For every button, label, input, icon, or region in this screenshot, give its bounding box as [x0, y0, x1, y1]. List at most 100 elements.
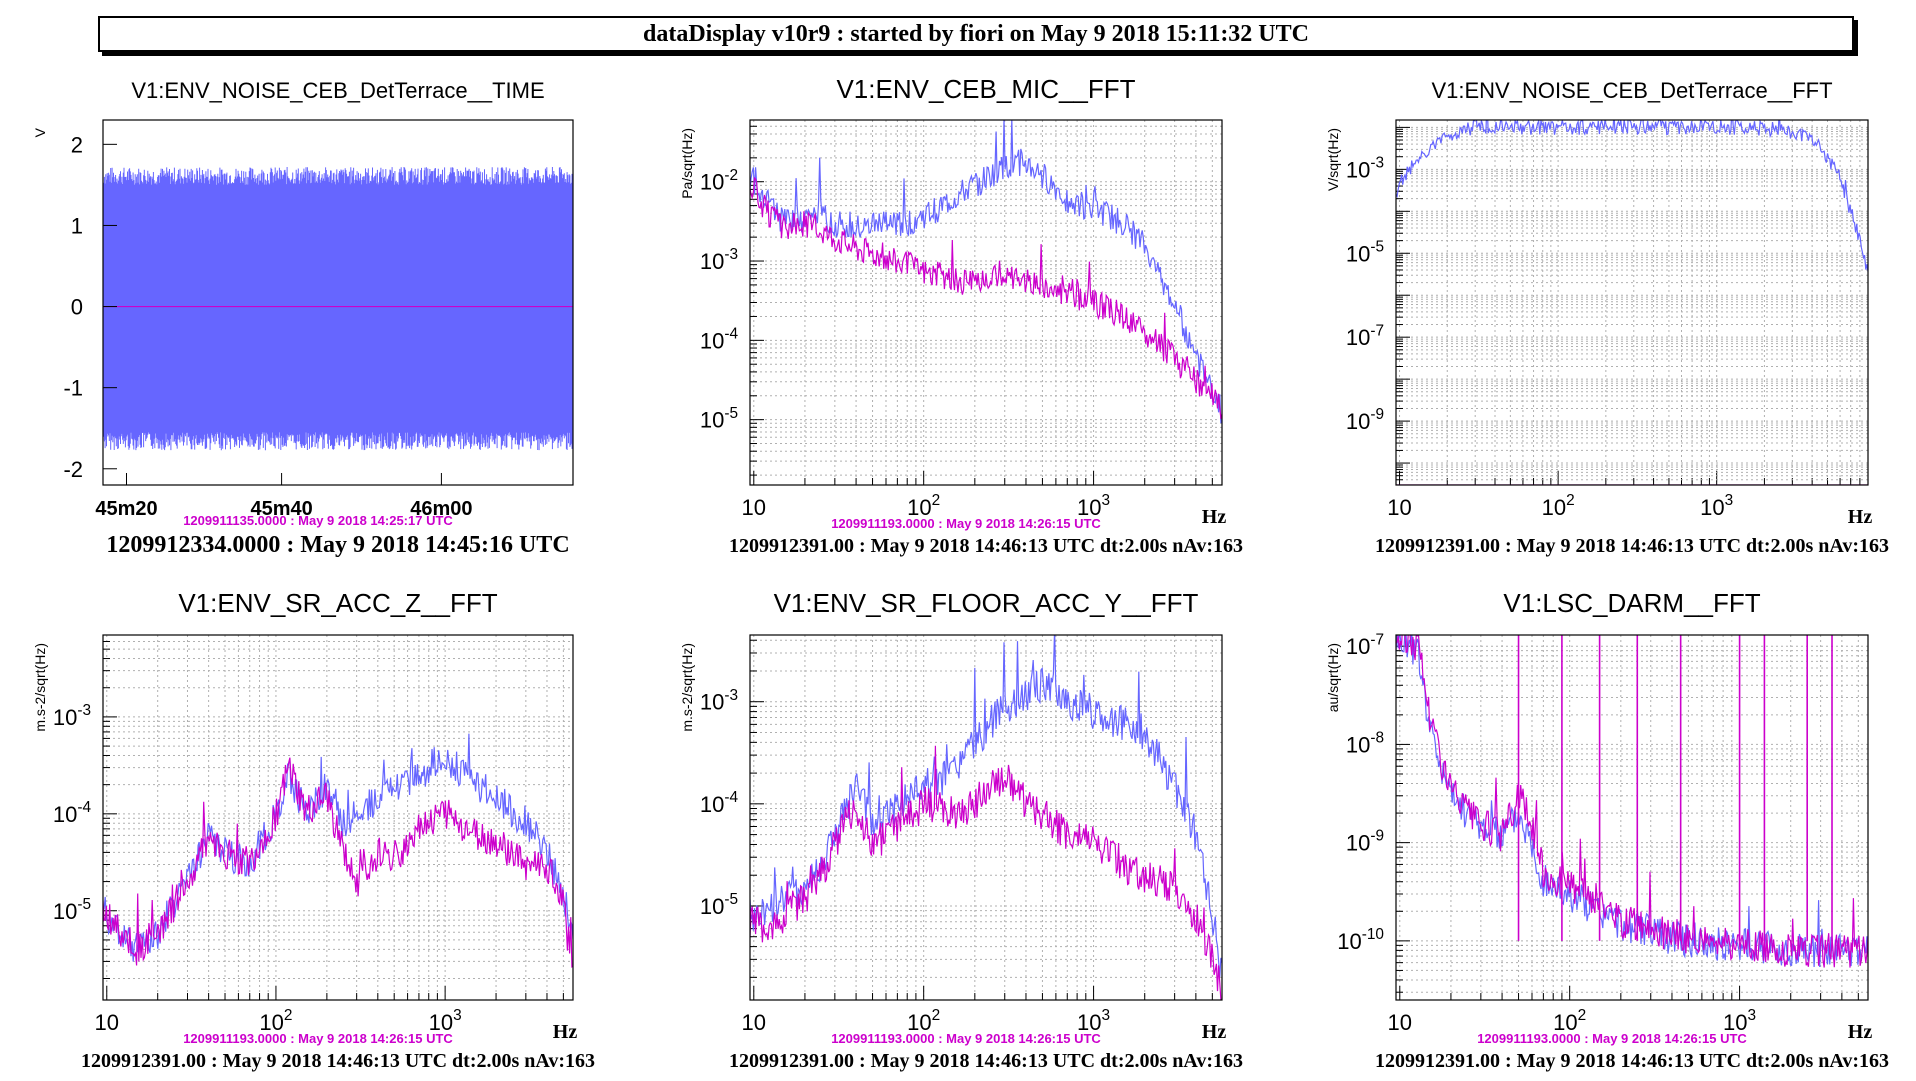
- chart-title: V1:ENV_NOISE_CEB_DetTerrace__TIME: [131, 78, 544, 103]
- plot-series: [750, 635, 1222, 1000]
- series-line-2: [1396, 635, 1868, 968]
- chart-footer: 1209912334.0000 : May 9 2018 14:45:16 UT…: [106, 532, 569, 558]
- y-tick-label: -2: [63, 457, 83, 482]
- y-tick-label: 10-3: [53, 702, 91, 730]
- y-tick-label: 10-3: [1346, 154, 1384, 182]
- x-tick-label: 102: [259, 1007, 292, 1035]
- x-tick-label: 10: [1387, 495, 1411, 520]
- chart-footer: 1209912391.00 : May 9 2018 14:46:13 UTC …: [1375, 535, 1889, 557]
- x-tick-label: 102: [1553, 1007, 1586, 1035]
- y-tick-label: 10-7: [1346, 631, 1384, 659]
- reference-time-label: 1209911193.0000 : May 9 2018 14:26:15 UT…: [1477, 1031, 1747, 1046]
- y-tick-label: 10-4: [700, 789, 739, 817]
- plot-series: [103, 733, 573, 968]
- x-axis-label: Hz: [1202, 506, 1227, 528]
- y-tick-label: 0: [71, 295, 83, 320]
- chart-panel: V1:ENV_NOISE_CEB_DetTerrace__TIME-2-1012…: [32, 78, 574, 558]
- plot-series: [750, 120, 1222, 424]
- series-line-2: [750, 745, 1222, 1000]
- display-title: dataDisplay v10r9 : started by fiori on …: [643, 20, 1309, 47]
- x-tick-label: 102: [1542, 492, 1575, 520]
- x-tick-label: 45m40: [250, 498, 312, 520]
- x-tick-label: 103: [1700, 492, 1733, 520]
- x-tick-label: 10: [742, 495, 766, 520]
- x-axis-label: Hz: [1202, 1021, 1227, 1043]
- noise-band-series: [103, 167, 573, 451]
- y-tick-label: 10-8: [1346, 730, 1384, 758]
- y-axis-label: au/sqrt(Hz): [1325, 643, 1341, 712]
- chart-panel: V1:ENV_NOISE_CEB_DetTerrace__FFT 10-9 10-7…: [1325, 78, 1889, 557]
- y-axis-label: m.s-2/sqrt(Hz): [32, 643, 48, 732]
- y-tick-label: 10-5: [700, 891, 738, 919]
- x-tick-label: 103: [1077, 1007, 1110, 1035]
- y-tick-label: 10-3: [700, 246, 738, 274]
- x-tick-label: 46m00: [410, 498, 472, 520]
- reference-time-label: 1209911193.0000 : May 9 2018 14:26:15 UT…: [831, 1031, 1101, 1046]
- plot-area: [103, 635, 573, 1000]
- plot-frame: [1395, 634, 1869, 1001]
- series-line-1: [1396, 120, 1868, 272]
- y-tick-label: 10-5: [53, 896, 91, 924]
- chart-title: V1:ENV_SR_ACC_Z__FFT: [178, 588, 497, 618]
- y-tick-label: 10-5: [700, 405, 738, 433]
- y-tick-label: 10-4: [700, 325, 739, 353]
- plot-area: [750, 635, 1222, 1000]
- x-axis-label: Hz: [1848, 506, 1873, 528]
- y-tick-label: 1: [71, 213, 83, 238]
- y-tick-label: 10-9: [1346, 406, 1384, 434]
- chart-panel: V1:ENV_CEB_MIC__FFT 10-5 10-4 10-3 10-2 10 102…: [679, 74, 1243, 557]
- plot-frame: [749, 119, 1223, 486]
- x-tick-label: 102: [907, 492, 940, 520]
- plot-frame: [1395, 119, 1869, 486]
- chart-footer: 1209912391.00 : May 9 2018 14:46:13 UTC …: [1375, 1050, 1889, 1072]
- x-axis-label: Hz: [1848, 1021, 1873, 1043]
- y-tick-label: -1: [63, 376, 83, 401]
- y-tick-label: 10-5: [1346, 238, 1384, 266]
- x-tick-label: 103: [1723, 1007, 1756, 1035]
- chart-panel: V1:ENV_SR_FLOOR_ACC_Y__FFT 10-5 10-4 10-3 10…: [679, 588, 1243, 1072]
- y-tick-label: 10-4: [53, 799, 92, 827]
- plot-series: [1396, 635, 1868, 968]
- chart-footer: 1209912391.00 : May 9 2018 14:46:13 UTC …: [729, 1050, 1243, 1072]
- chart-panel: V1:ENV_SR_ACC_Z__FFT 10-5 10-4 10-3 10 102 103…: [32, 588, 595, 1072]
- x-tick-label: 102: [907, 1007, 940, 1035]
- x-tick-label: 10: [1388, 1010, 1412, 1035]
- chart-title: V1:LSC_DARM__FFT: [1503, 588, 1760, 618]
- y-axis-label: V/sqrt(Hz): [1325, 128, 1341, 191]
- y-axis-label: m.s-2/sqrt(Hz): [679, 643, 695, 732]
- chart-footer: 1209912391.00 : May 9 2018 14:46:13 UTC …: [729, 535, 1243, 557]
- y-tick-label: 10-2: [700, 167, 738, 195]
- y-tick-label: 2: [71, 132, 83, 157]
- chart-title: V1:ENV_SR_FLOOR_ACC_Y__FFT: [774, 588, 1199, 618]
- plot-area: [1396, 120, 1868, 485]
- x-tick-label: 10: [742, 1010, 766, 1035]
- chart-title: V1:ENV_CEB_MIC__FFT: [836, 74, 1135, 104]
- chart-title: V1:ENV_NOISE_CEB_DetTerrace__FFT: [1431, 78, 1832, 103]
- chart-footer: 1209912391.00 : May 9 2018 14:46:13 UTC …: [81, 1050, 595, 1072]
- y-tick-label: 10-10: [1337, 926, 1384, 954]
- series-line-1: [750, 635, 1222, 977]
- series-line-2: [750, 176, 1222, 420]
- series-line-2: [103, 757, 573, 968]
- x-tick-label: 103: [1077, 492, 1110, 520]
- y-tick-label: 10-3: [700, 687, 738, 715]
- reference-time-label: 1209911193.0000 : May 9 2018 14:26:15 UT…: [831, 516, 1101, 531]
- chart-panel: V1:LSC_DARM__FFT 10-10 10-9 10-8 10-7 10 102 10…: [1325, 588, 1889, 1072]
- display-header: dataDisplay v10r9 : started by fiori on …: [98, 16, 1854, 52]
- plot-series: [1396, 120, 1868, 485]
- x-tick-label: 10: [95, 1010, 119, 1035]
- reference-time-label: 1209911193.0000 : May 9 2018 14:26:15 UT…: [183, 1031, 453, 1046]
- reference-time-label: 1209911135.0000 : May 9 2018 14:25:17 UT…: [183, 513, 453, 528]
- plot-frame: [102, 119, 574, 486]
- x-axis-label: Hz: [553, 1021, 578, 1043]
- plot-series: [103, 167, 573, 451]
- plot-frame: [749, 634, 1223, 1001]
- x-tick-label: 45m20: [95, 498, 157, 520]
- x-tick-label: 103: [429, 1007, 462, 1035]
- y-tick-label: 10-9: [1346, 828, 1384, 856]
- y-axis-label: V: [32, 127, 48, 137]
- y-axis-label: Pa/sqrt(Hz): [679, 128, 695, 199]
- plot-frame: [102, 634, 574, 1001]
- y-tick-label: 10-7: [1346, 322, 1384, 350]
